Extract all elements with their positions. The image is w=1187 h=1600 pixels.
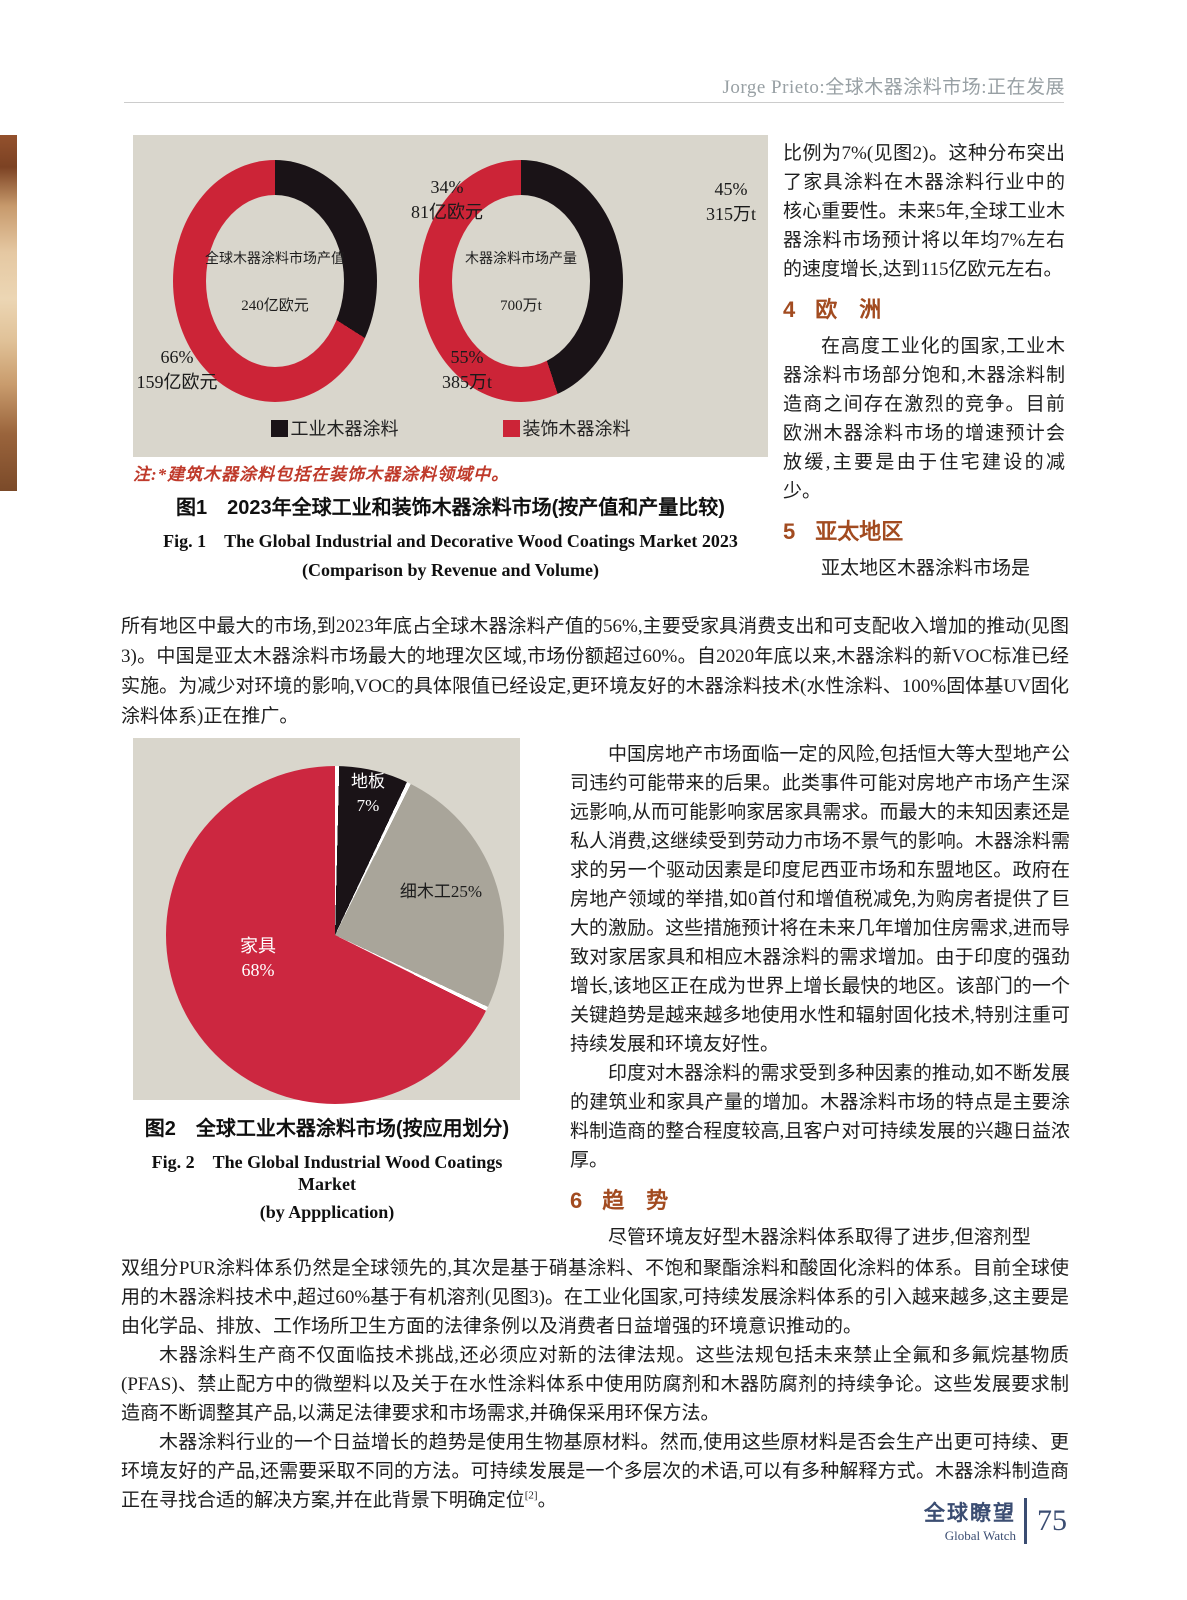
- paragraph: 在高度工业化的国家,工业木器涂料市场部分饱和,木器涂料制造商之间存在激烈的竞争。…: [783, 336, 1065, 502]
- donut-hole: [452, 195, 590, 367]
- section-title: 亚太地区: [815, 519, 904, 544]
- footer-brand: 全球瞭望 Global Watch: [924, 1497, 1016, 1544]
- figure1-caption: 图1 2023年全球工业和装饰木器涂料市场(按产值和产量比较) Fig. 1 T…: [133, 491, 768, 581]
- paragraph-wide-1: 所有地区中最大的市场,到2023年底占全球木器涂料产值的56%,主要受家具消费支…: [121, 612, 1069, 732]
- slice-value: 159亿欧元: [136, 372, 218, 392]
- figure1-caption-cn: 图1 2023年全球工业和装饰木器涂料市场(按产值和产量比较): [176, 497, 725, 519]
- bottom-text-block: 双组分PUR涂料体系仍然是全球领先的,其次是基于硝基涂料、不饱和聚酯涂料和酸固化…: [121, 1254, 1069, 1515]
- pie-label-name: 地板: [351, 772, 385, 791]
- legend-label: 装饰木器涂料: [522, 419, 631, 439]
- pie-label-joinery: 细木工25%: [383, 880, 499, 904]
- figure1-caption-en2: (Comparison by Revenue and Volume): [301, 560, 600, 580]
- legend-swatch-industrial: [270, 419, 288, 437]
- column-top-right: 比例为7%(见图2)。这种分布突出了家具涂料在木器涂料行业中的核心重要性。未来5…: [783, 139, 1065, 583]
- slice-label-volume-decorative: 55% 385万t: [422, 345, 512, 395]
- figure1-caption-en: Fig. 1 The Global Industrial and Decorat…: [163, 531, 738, 551]
- legend-swatch-decorative: [502, 419, 520, 437]
- pie-label-furniture: 家具 68%: [213, 934, 303, 982]
- paragraph: 所有地区中最大的市场,到2023年底占全球木器涂料产值的56%,主要受家具消费支…: [121, 616, 1069, 727]
- slice-label-revenue-industrial: 34% 81亿欧元: [402, 175, 492, 225]
- figure1-donut-charts: 全球木器涂料市场产值 240亿欧元 木器涂料市场产量 700万t 34% 81亿…: [133, 135, 768, 457]
- figure2-caption-en2: (by Appplication): [259, 1202, 395, 1222]
- wood-photo-strip: [0, 135, 17, 491]
- paragraph: 印度对木器涂料的需求受到多种因素的推动,如不断发展的建筑业和家具产量的增加。木器…: [570, 1063, 1070, 1171]
- legend-item-decorative: 装饰木器涂料: [502, 415, 631, 441]
- footer-divider: [1024, 1497, 1027, 1544]
- slice-label-revenue-decorative: 66% 159亿欧元: [133, 345, 221, 395]
- slice-value: 81亿欧元: [411, 202, 483, 222]
- pie-label-name: 家具: [240, 936, 276, 956]
- footer-page-number: 75: [1037, 1503, 1067, 1537]
- slice-pct: 55%: [450, 347, 484, 367]
- paragraph: 中国房地产市场面临一定的风险,包括恒大等大型地产公司违约可能带来的后果。此类事件…: [570, 744, 1070, 1055]
- slice-pct: 34%: [430, 177, 464, 197]
- donut-hole: [206, 195, 344, 367]
- pie-label-name: 细木工25%: [399, 882, 483, 901]
- legend-label: 工业木器涂料: [290, 419, 399, 439]
- paragraph: 尽管环境友好型木器涂料体系取得了进步,但溶剂型: [608, 1227, 1031, 1248]
- running-head: Jorge Prieto:全球木器涂料市场:正在发展: [722, 77, 1065, 98]
- paragraph: 木器涂料行业的一个日益增长的趋势是使用生物基原材料。然而,使用这些原材料是否会生…: [121, 1428, 1069, 1515]
- section-number: 5: [783, 519, 796, 544]
- section-heading-6-trends: 6 趋 势: [570, 1187, 1070, 1215]
- slice-value: 385万t: [441, 372, 492, 392]
- figure1-note: 注:*建筑木器涂料包括在装饰木器涂料领域中。: [133, 465, 510, 484]
- pie-chart: [166, 766, 504, 1104]
- donut-center-revenue: 全球木器涂料市场产值 240亿欧元: [173, 160, 377, 402]
- pie-label-flooring: 地板 7%: [323, 770, 413, 818]
- section-heading-5-asia-pacific: 5 亚太地区: [783, 518, 1065, 546]
- section-title: 趋 势: [602, 1188, 669, 1213]
- section-heading-4-europe: 4 欧 洲: [783, 296, 1065, 324]
- pie-label-pct: 68%: [241, 960, 275, 980]
- reference-marker: [2]: [524, 1489, 538, 1502]
- paragraph: 比例为7%(见图2)。这种分布突出了家具涂料在木器涂料行业中的核心重要性。未来5…: [783, 143, 1065, 280]
- paragraph: 亚太地区木器涂料市场是: [821, 558, 1031, 579]
- pie-label-pct: 7%: [356, 796, 380, 815]
- paragraph-text: 。: [537, 1490, 557, 1511]
- footer-brand-en: Global Watch: [944, 1528, 1016, 1543]
- slice-pct: 66%: [160, 347, 194, 367]
- section-title: 欧 洲: [815, 297, 882, 322]
- figure1-legend: 工业木器涂料 装饰木器涂料: [133, 415, 768, 441]
- header-rule: [124, 102, 1064, 103]
- donut-chart-volume: 木器涂料市场产量 700万t: [419, 160, 623, 402]
- paragraph-text: 木器涂料行业的一个日益增长的趋势是使用生物基原材料。然而,使用这些原材料是否会生…: [121, 1432, 1069, 1511]
- donut-center-title: 全球木器涂料市场产值: [205, 251, 345, 267]
- figure2-caption: 图2 全球工业木器涂料市场(按应用划分) Fig. 2 The Global I…: [126, 1112, 528, 1223]
- figure2-pie-chart: 地板 7% 细木工25% 家具 68%: [133, 738, 520, 1104]
- figure2-caption-en: Fig. 2 The Global Industrial Wood Coatin…: [151, 1152, 503, 1194]
- donut-center-volume: 木器涂料市场产量 700万t: [419, 160, 623, 402]
- figure2-caption-cn: 图2 全球工业木器涂料市场(按应用划分): [144, 1118, 510, 1140]
- section-number: 4: [783, 297, 796, 322]
- slice-label-volume-industrial: 45% 315万t: [686, 177, 776, 227]
- page-footer: 全球瞭望 Global Watch 75: [924, 1497, 1067, 1544]
- legend-item-industrial: 工业木器涂料: [270, 415, 399, 441]
- column-middle-right: 中国房地产市场面临一定的风险,包括恒大等大型地产公司违约可能带来的后果。此类事件…: [570, 740, 1070, 1252]
- section-number: 6: [570, 1188, 583, 1213]
- donut-center-title: 木器涂料市场产量: [465, 251, 577, 267]
- paragraph: 木器涂料生产商不仅面临技术挑战,还必须应对新的法律法规。这些法规包括未来禁止全氟…: [121, 1345, 1069, 1424]
- donut-center-value: 700万t: [500, 297, 542, 314]
- slice-pct: 45%: [714, 179, 748, 199]
- footer-brand-cn: 全球瞭望: [924, 1502, 1016, 1525]
- slice-value: 315万t: [705, 204, 756, 224]
- donut-chart-revenue: 全球木器涂料市场产值 240亿欧元: [173, 160, 377, 402]
- paragraph: 双组分PUR涂料体系仍然是全球领先的,其次是基于硝基涂料、不饱和聚酯涂料和酸固化…: [121, 1258, 1069, 1337]
- donut-center-value: 240亿欧元: [241, 297, 309, 314]
